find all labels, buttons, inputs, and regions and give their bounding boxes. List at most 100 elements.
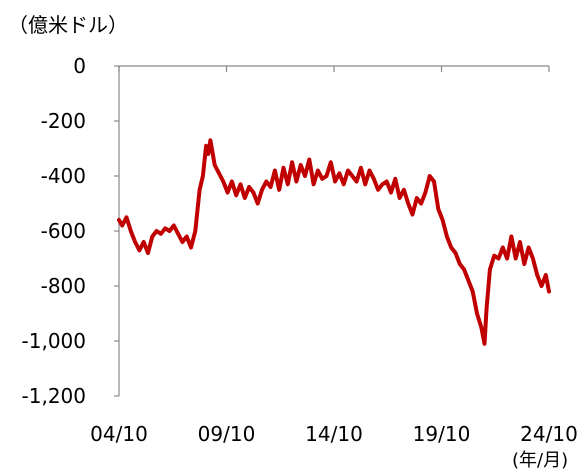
data-point bbox=[329, 160, 333, 164]
data-point bbox=[501, 245, 505, 250]
y-tick-label: -600 bbox=[41, 219, 86, 243]
series-line bbox=[117, 138, 551, 346]
data-point bbox=[355, 179, 359, 184]
data-point bbox=[505, 256, 509, 261]
data-point bbox=[496, 256, 501, 261]
data-point bbox=[333, 179, 337, 184]
data-point bbox=[436, 207, 440, 211]
data-point bbox=[462, 267, 466, 272]
data-point bbox=[471, 289, 475, 294]
data-point bbox=[163, 226, 167, 230]
data-point bbox=[449, 245, 453, 250]
data-point bbox=[303, 174, 307, 178]
data-point bbox=[410, 212, 415, 217]
y-axis: 0 -200 -400 -600 -800 -1,000 -1,200 bbox=[22, 54, 120, 408]
data-point bbox=[167, 229, 172, 233]
y-tick-label: 0 bbox=[73, 54, 86, 78]
data-point bbox=[208, 138, 212, 142]
data-point bbox=[372, 177, 376, 181]
data-point bbox=[428, 174, 432, 178]
data-point bbox=[393, 177, 397, 181]
data-point bbox=[539, 284, 544, 288]
data-point bbox=[367, 168, 372, 173]
data-point bbox=[307, 157, 311, 162]
data-point bbox=[294, 179, 298, 184]
x-tick-label: 04/10 bbox=[90, 422, 148, 446]
data-point bbox=[247, 185, 251, 189]
y-tick-label: -200 bbox=[41, 109, 86, 133]
data-point bbox=[389, 190, 393, 195]
data-point bbox=[206, 152, 210, 156]
data-point bbox=[201, 174, 205, 178]
data-point bbox=[155, 229, 159, 233]
data-point bbox=[415, 196, 419, 200]
data-point bbox=[137, 248, 141, 252]
data-point bbox=[458, 262, 462, 266]
data-point bbox=[531, 256, 535, 261]
data-point bbox=[226, 190, 230, 195]
data-point bbox=[180, 240, 184, 244]
data-point bbox=[485, 306, 489, 310]
data-point bbox=[117, 218, 121, 222]
data-point bbox=[488, 267, 492, 272]
data-point bbox=[479, 325, 483, 329]
data-point bbox=[492, 254, 496, 258]
data-point bbox=[189, 245, 193, 250]
data-point bbox=[359, 166, 363, 170]
data-point bbox=[423, 190, 427, 195]
data-point bbox=[398, 196, 402, 200]
data-point bbox=[535, 273, 539, 277]
data-point bbox=[419, 201, 423, 206]
data-point bbox=[316, 168, 320, 173]
data-point bbox=[518, 240, 522, 244]
y-tick-label: -1,200 bbox=[22, 384, 86, 408]
x-tick-label: 24/10 bbox=[520, 422, 578, 446]
x-axis: 04/10 09/10 14/10 19/10 24/10 bbox=[90, 65, 578, 446]
data-point bbox=[453, 251, 458, 255]
data-point bbox=[509, 234, 513, 239]
data-point bbox=[342, 182, 346, 186]
y-tick-label: -400 bbox=[41, 164, 86, 188]
data-point bbox=[522, 262, 526, 266]
data-point bbox=[544, 273, 548, 277]
data-point bbox=[213, 163, 217, 167]
data-point bbox=[234, 193, 238, 197]
y-tick-label: -1,000 bbox=[22, 329, 86, 353]
data-point bbox=[290, 160, 294, 164]
data-point bbox=[346, 168, 350, 173]
data-point bbox=[260, 188, 264, 192]
data-point bbox=[299, 163, 303, 167]
data-point bbox=[350, 174, 354, 178]
x-tick-label: 14/10 bbox=[305, 422, 363, 446]
data-point bbox=[380, 182, 384, 186]
y-unit-label: （億米ドル） bbox=[8, 13, 128, 37]
data-point bbox=[466, 278, 470, 283]
data-point bbox=[120, 223, 124, 228]
data-point bbox=[441, 218, 445, 222]
data-point bbox=[337, 171, 341, 175]
data-point bbox=[324, 174, 329, 178]
data-point bbox=[146, 251, 150, 255]
data-point bbox=[286, 182, 290, 186]
data-point bbox=[363, 182, 367, 186]
data-point bbox=[221, 179, 225, 184]
data-point bbox=[172, 223, 176, 228]
data-point bbox=[159, 232, 163, 236]
x-tick-label: 09/10 bbox=[198, 422, 256, 446]
data-point bbox=[198, 188, 202, 192]
data-point bbox=[273, 168, 277, 173]
data-point bbox=[238, 182, 243, 186]
data-point bbox=[445, 234, 449, 239]
data-point bbox=[402, 188, 406, 192]
data-point bbox=[482, 342, 487, 346]
data-point bbox=[256, 201, 260, 206]
data-point bbox=[527, 245, 531, 250]
data-point bbox=[376, 188, 380, 192]
data-point bbox=[475, 311, 479, 316]
data-point bbox=[142, 240, 146, 244]
data-point bbox=[133, 240, 137, 244]
data-point bbox=[277, 188, 281, 192]
y-tick-label: -800 bbox=[41, 274, 86, 298]
x-tick-label: 19/10 bbox=[413, 422, 471, 446]
